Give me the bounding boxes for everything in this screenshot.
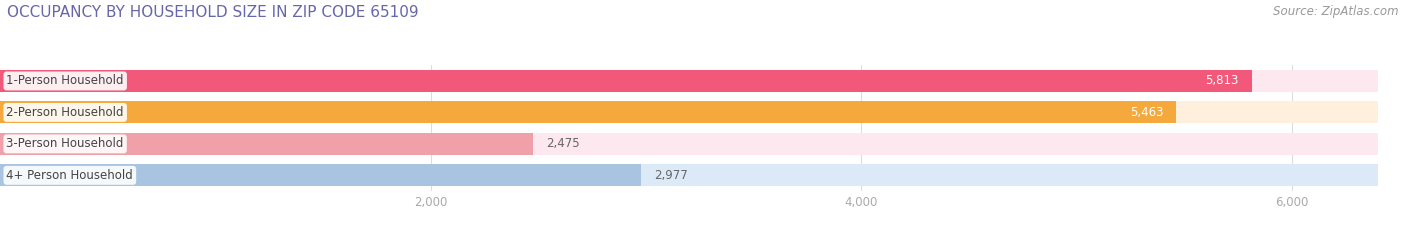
Text: 5,463: 5,463 (1130, 106, 1163, 119)
Bar (0, 164, 641, 186)
Bar (0, 133, 533, 155)
Bar (0, 164, 1378, 186)
Text: 3-Person Household: 3-Person Household (7, 137, 124, 150)
Bar (0, 101, 1378, 123)
Text: 2-Person Household: 2-Person Household (7, 106, 124, 119)
Bar (0, 133, 1378, 155)
Text: Source: ZipAtlas.com: Source: ZipAtlas.com (1274, 5, 1399, 18)
Text: 2,977: 2,977 (654, 169, 688, 182)
Text: 1-Person Household: 1-Person Household (7, 75, 124, 87)
Bar (0, 70, 1251, 92)
Text: 5,813: 5,813 (1205, 75, 1239, 87)
Text: OCCUPANCY BY HOUSEHOLD SIZE IN ZIP CODE 65109: OCCUPANCY BY HOUSEHOLD SIZE IN ZIP CODE … (7, 5, 419, 20)
Text: 4+ Person Household: 4+ Person Household (7, 169, 134, 182)
Bar (0, 101, 1177, 123)
Bar (0, 70, 1378, 92)
Text: 2,475: 2,475 (546, 137, 579, 150)
